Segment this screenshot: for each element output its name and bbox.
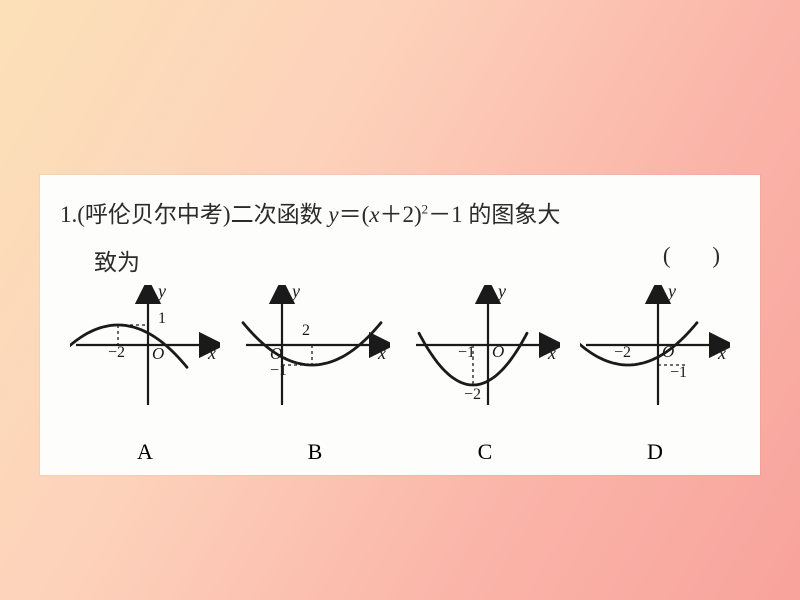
question-line-2: 致为 — [94, 243, 140, 277]
svg-text:2: 2 — [302, 322, 310, 339]
option-C-label: C — [410, 439, 560, 465]
option-B-label: B — [240, 439, 390, 465]
svg-text:y: y — [496, 285, 506, 301]
svg-text:O: O — [662, 342, 674, 361]
slide-background: { "question": { "number": "1.", "source_… — [0, 0, 800, 600]
question-source: 呼伦贝尔中考 — [85, 202, 223, 227]
svg-text:y: y — [666, 285, 676, 301]
svg-text:x: x — [377, 343, 386, 363]
answer-blank: ( ) — [663, 243, 738, 269]
option-D-label: D — [580, 439, 730, 465]
svg-text:−2: −2 — [614, 344, 631, 361]
option-B[interactable]: y x O 2 −1 B — [240, 285, 390, 465]
svg-text:y: y — [290, 285, 300, 301]
svg-text:O: O — [492, 342, 504, 361]
svg-text:y: y — [156, 285, 166, 301]
svg-text:−2: −2 — [464, 386, 481, 403]
question-card: 1.(呼伦贝尔中考)二次函数 y＝(x＋2)2－1 的图象大 致为 ( ) y x… — [40, 175, 760, 475]
svg-text:1: 1 — [158, 310, 166, 327]
option-A[interactable]: y x O 1 −2 A — [70, 285, 220, 465]
question-number: 1. — [60, 202, 77, 227]
graph-D: y x O −2 −1 — [580, 285, 730, 425]
question-line-1: 1.(呼伦贝尔中考)二次函数 y＝(x＋2)2－1 的图象大 — [60, 195, 560, 229]
svg-text:−1: −1 — [670, 364, 687, 381]
svg-text:O: O — [270, 344, 282, 363]
svg-text:x: x — [547, 343, 556, 363]
svg-text:−1: −1 — [270, 362, 287, 379]
option-C[interactable]: y x O −1 −2 C — [410, 285, 560, 465]
svg-text:−1: −1 — [458, 344, 475, 361]
graph-B: y x O 2 −1 — [240, 285, 390, 425]
option-A-label: A — [70, 439, 220, 465]
svg-text:O: O — [152, 344, 164, 363]
option-D[interactable]: y x O −2 −1 D — [580, 285, 730, 465]
graph-C: y x O −1 −2 — [410, 285, 560, 425]
options-row: yxO1−2 A yxO2−1 B yxO−1−2 C yxO−2−1 D — [70, 285, 730, 465]
svg-text:−2: −2 — [108, 344, 125, 361]
svg-text:x: x — [207, 343, 216, 363]
graph-A: y x O 1 −2 — [70, 285, 220, 425]
svg-text:x: x — [717, 343, 726, 363]
